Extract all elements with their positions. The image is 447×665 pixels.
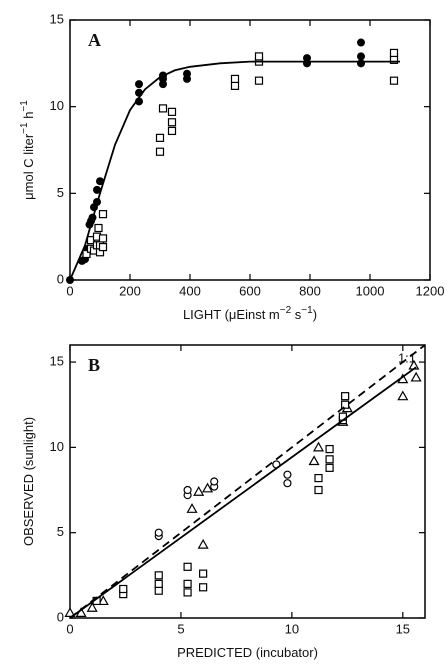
point (341, 400, 350, 409)
point (135, 80, 143, 89)
point (154, 579, 163, 588)
point (397, 390, 409, 401)
x-tick-label: 400 (179, 283, 201, 298)
point (199, 583, 208, 592)
point (167, 126, 177, 136)
y-tick-label: 0 (57, 609, 64, 624)
x-tick-label: 10 (285, 621, 299, 636)
point (303, 54, 311, 63)
point (183, 562, 192, 571)
point (98, 234, 108, 243)
point (183, 69, 191, 78)
point (154, 571, 163, 580)
y-tick-label: 5 (57, 524, 64, 539)
point (183, 579, 192, 588)
y-tick-label: 10 (50, 98, 64, 113)
point (186, 503, 198, 513)
x-tick-label: 5 (177, 621, 184, 636)
point (96, 177, 104, 186)
point (325, 444, 334, 454)
point (155, 147, 165, 156)
plot-frame (69, 344, 426, 619)
x-tick-label: 0 (66, 283, 73, 298)
label-superscript: −1 (19, 122, 30, 134)
y-tick-label: 15 (50, 11, 64, 26)
plot-frame (69, 19, 431, 281)
point (357, 52, 365, 61)
point (389, 48, 399, 58)
x-tick-label: 600 (239, 283, 261, 298)
point (183, 588, 192, 597)
label-part: PREDICTED (incubator) (177, 645, 318, 660)
label-part: s (291, 307, 302, 322)
label-part: ) (313, 307, 317, 322)
point (230, 74, 240, 84)
point (93, 185, 101, 194)
fit-line (69, 60, 400, 281)
x-tick-label: 0 (66, 621, 73, 636)
label-superscript: −1 (19, 100, 30, 112)
point (283, 479, 292, 488)
y-tick-label: 10 (50, 439, 64, 454)
y-tick-label: 5 (57, 185, 64, 200)
x-tick-label: 15 (396, 621, 410, 636)
x-tick-label: 200 (119, 283, 141, 298)
y-tick-label: 15 (50, 354, 64, 369)
x-tick-label: 1000 (356, 283, 385, 298)
point (64, 607, 76, 617)
fit-line (69, 344, 426, 619)
label-part: OBSERVED (sunlight) (21, 417, 36, 546)
point (97, 595, 109, 606)
point (325, 455, 334, 464)
point (119, 584, 128, 594)
point (154, 586, 163, 595)
point (341, 392, 350, 401)
point (357, 59, 365, 68)
point (199, 569, 208, 578)
point (325, 463, 334, 472)
point (357, 38, 365, 47)
point (283, 470, 292, 479)
point (158, 104, 168, 113)
x-tick-label: 1200 (416, 283, 445, 298)
point (98, 210, 108, 219)
point (155, 133, 165, 142)
point (312, 441, 325, 452)
label-part: μmol C liter (21, 133, 36, 200)
point (193, 486, 205, 496)
point (254, 76, 264, 85)
label-part: h (21, 112, 36, 123)
point (183, 485, 192, 495)
y-axis-label: μmol C liter−1 h−1 (19, 100, 36, 200)
point (314, 473, 323, 483)
label-superscript: −1 (301, 305, 313, 316)
panel-label: A (88, 30, 101, 50)
point (154, 528, 163, 537)
label-part: LIGHT (μEinst m (183, 307, 280, 322)
fit-line (69, 366, 417, 619)
point (202, 482, 214, 493)
x-tick-label: 800 (299, 283, 321, 298)
point (230, 81, 240, 90)
point (167, 118, 177, 127)
point (167, 107, 177, 116)
point (254, 52, 264, 61)
x-axis-label: PREDICTED (incubator) (177, 645, 318, 660)
point (410, 371, 422, 382)
x-axis-label: LIGHT (μEinst m−2 s−1) (183, 305, 317, 322)
point (94, 223, 103, 233)
point (197, 538, 209, 549)
point (314, 485, 323, 495)
point (308, 455, 320, 466)
y-axis-label: OBSERVED (sunlight) (21, 417, 36, 546)
label-superscript: −2 (280, 305, 292, 316)
point (98, 242, 108, 252)
point (389, 76, 399, 85)
y-tick-label: 0 (57, 271, 64, 286)
point (210, 477, 219, 486)
point (86, 602, 98, 612)
panel-label: B (88, 355, 100, 375)
